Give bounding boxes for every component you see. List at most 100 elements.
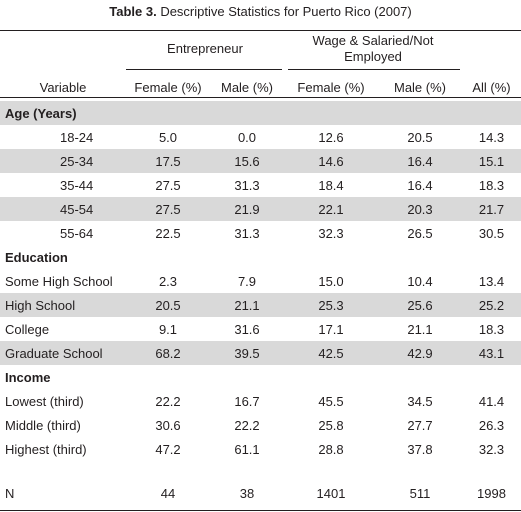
cell-all: 13.4 xyxy=(478,273,505,289)
table-row: High School 20.5 21.1 25.3 25.6 25.2 xyxy=(0,293,521,317)
header-rule xyxy=(0,97,521,98)
cell-ent-female: 5.0 xyxy=(158,129,178,145)
cell-ent-female: 27.5 xyxy=(155,177,181,193)
row-label: Graduate School xyxy=(0,341,126,365)
cell-wage-female: 28.8 xyxy=(318,441,344,457)
cell-ent-male: 39.5 xyxy=(210,341,284,365)
cell-ent-female: 68.2 xyxy=(126,341,210,365)
cell-wage-female: 45.5 xyxy=(318,393,344,409)
cell-wage-female: 15.0 xyxy=(318,273,344,289)
cell-wage-female: 18.4 xyxy=(318,177,344,193)
section-header-row: Income xyxy=(0,365,521,389)
cell-wage-female: 14.6 xyxy=(284,149,378,173)
column-header-wage-male: Male (%) xyxy=(393,79,446,95)
bottom-rule xyxy=(0,510,521,511)
group-header-wage: Wage & Salaried/Not Employed xyxy=(284,33,462,65)
cell-ent-male: 38 xyxy=(239,485,255,501)
cell-ent-male: 31.6 xyxy=(234,321,260,337)
table-row: Lowest (third) 22.2 16.7 45.5 34.5 41.4 xyxy=(0,389,521,413)
cell-ent-male: 16.7 xyxy=(234,393,260,409)
table-caption: Descriptive Statistics for Puerto Rico (… xyxy=(156,4,412,19)
section-title: Age (Years) xyxy=(0,101,521,125)
column-header-wage-female: Female (%) xyxy=(297,79,365,95)
group-header-entrepreneur: Entrepreneur xyxy=(167,41,243,56)
spacer-cell xyxy=(0,461,521,481)
cell-ent-male: 31.3 xyxy=(234,177,260,193)
row-label: 55-64 xyxy=(60,225,94,241)
table-body: Variable Female (%) Male (%) Female (%) … xyxy=(0,75,521,505)
cell-wage-male: 26.5 xyxy=(407,225,433,241)
cell-wage-female: 1401 xyxy=(316,485,346,501)
cell-wage-male: 25.6 xyxy=(378,293,462,317)
row-label: 25-34 xyxy=(0,149,126,173)
table-row: College 9.1 31.6 17.1 21.1 18.3 xyxy=(0,317,521,341)
cell-all: 18.3 xyxy=(478,177,505,193)
cell-ent-female: 9.1 xyxy=(158,321,178,337)
cell-wage-male: 27.7 xyxy=(407,417,433,433)
section-header-row: Age (Years) xyxy=(0,101,521,125)
cell-all: 32.3 xyxy=(478,441,505,457)
cell-wage-male: 16.4 xyxy=(378,149,462,173)
cell-wage-male: 511 xyxy=(409,485,431,501)
cell-wage-male: 37.8 xyxy=(407,441,433,457)
cell-wage-male: 34.5 xyxy=(407,393,433,409)
cell-all: 26.3 xyxy=(478,417,505,433)
cell-wage-female: 17.1 xyxy=(318,321,344,337)
cell-all: 14.3 xyxy=(478,129,505,145)
cell-ent-female: 22.2 xyxy=(155,393,181,409)
cell-wage-female: 22.1 xyxy=(284,197,378,221)
cell-all: 1998 xyxy=(477,485,506,501)
cell-ent-female: 44 xyxy=(160,485,176,501)
row-label: Some High School xyxy=(5,273,113,289)
cell-wage-male: 42.9 xyxy=(378,341,462,365)
table-row: Graduate School 68.2 39.5 42.5 42.9 43.1 xyxy=(0,341,521,365)
wage-rule xyxy=(288,69,460,70)
group-header-wage-line2: Employed xyxy=(344,49,402,64)
cell-ent-female: 22.5 xyxy=(155,225,181,241)
row-label: College xyxy=(5,321,50,337)
top-rule xyxy=(0,30,521,31)
cell-ent-male: 31.3 xyxy=(234,225,260,241)
entrepreneur-rule xyxy=(126,69,282,70)
row-label: Lowest (third) xyxy=(5,393,84,409)
column-header-variable: Variable xyxy=(39,79,87,95)
row-label: 35-44 xyxy=(60,177,94,193)
table-row: 35-44 27.5 31.3 18.4 16.4 18.3 xyxy=(0,173,521,197)
cell-wage-female: 32.3 xyxy=(318,225,344,241)
column-header-row: Variable Female (%) Male (%) Female (%) … xyxy=(0,75,521,101)
row-label: Highest (third) xyxy=(5,441,87,457)
cell-wage-male: 20.3 xyxy=(378,197,462,221)
section-title: Income xyxy=(5,369,51,385)
cell-all: 25.2 xyxy=(462,293,521,317)
section-header-row: Education xyxy=(0,245,521,269)
cell-ent-male: 7.9 xyxy=(237,273,257,289)
row-label: 45-54 xyxy=(0,197,126,221)
cell-ent-female: 2.3 xyxy=(158,273,178,289)
cell-all: 21.7 xyxy=(462,197,521,221)
row-label: Middle (third) xyxy=(5,417,81,433)
cell-wage-male: 16.4 xyxy=(407,177,433,193)
column-header-ent-male: Male (%) xyxy=(220,79,273,95)
cell-ent-male: 15.6 xyxy=(210,149,284,173)
cell-all: 18.3 xyxy=(478,321,505,337)
spacer-row xyxy=(0,461,521,481)
table-row: N 44 38 1401 511 1998 xyxy=(0,481,521,505)
cell-ent-male: 61.1 xyxy=(234,441,260,457)
cell-ent-female: 20.5 xyxy=(126,293,210,317)
cell-ent-male: 21.9 xyxy=(210,197,284,221)
cell-wage-male: 10.4 xyxy=(407,273,433,289)
table-row: Middle (third) 30.6 22.2 25.8 27.7 26.3 xyxy=(0,413,521,437)
cell-wage-female: 12.6 xyxy=(318,129,344,145)
table-row: 25-34 17.5 15.6 14.6 16.4 15.1 xyxy=(0,149,521,173)
cell-wage-female: 25.3 xyxy=(284,293,378,317)
cell-all: 15.1 xyxy=(462,149,521,173)
cell-wage-male: 20.5 xyxy=(407,129,433,145)
statistics-table: Variable Female (%) Male (%) Female (%) … xyxy=(0,75,521,505)
table-row: 18-24 5.0 0.0 12.6 20.5 14.3 xyxy=(0,125,521,149)
cell-ent-female: 30.6 xyxy=(155,417,181,433)
cell-wage-female: 25.8 xyxy=(318,417,344,433)
cell-wage-female: 42.5 xyxy=(284,341,378,365)
cell-ent-female: 27.5 xyxy=(126,197,210,221)
cell-all: 43.1 xyxy=(462,341,521,365)
table-number: Table 3. xyxy=(109,4,157,19)
